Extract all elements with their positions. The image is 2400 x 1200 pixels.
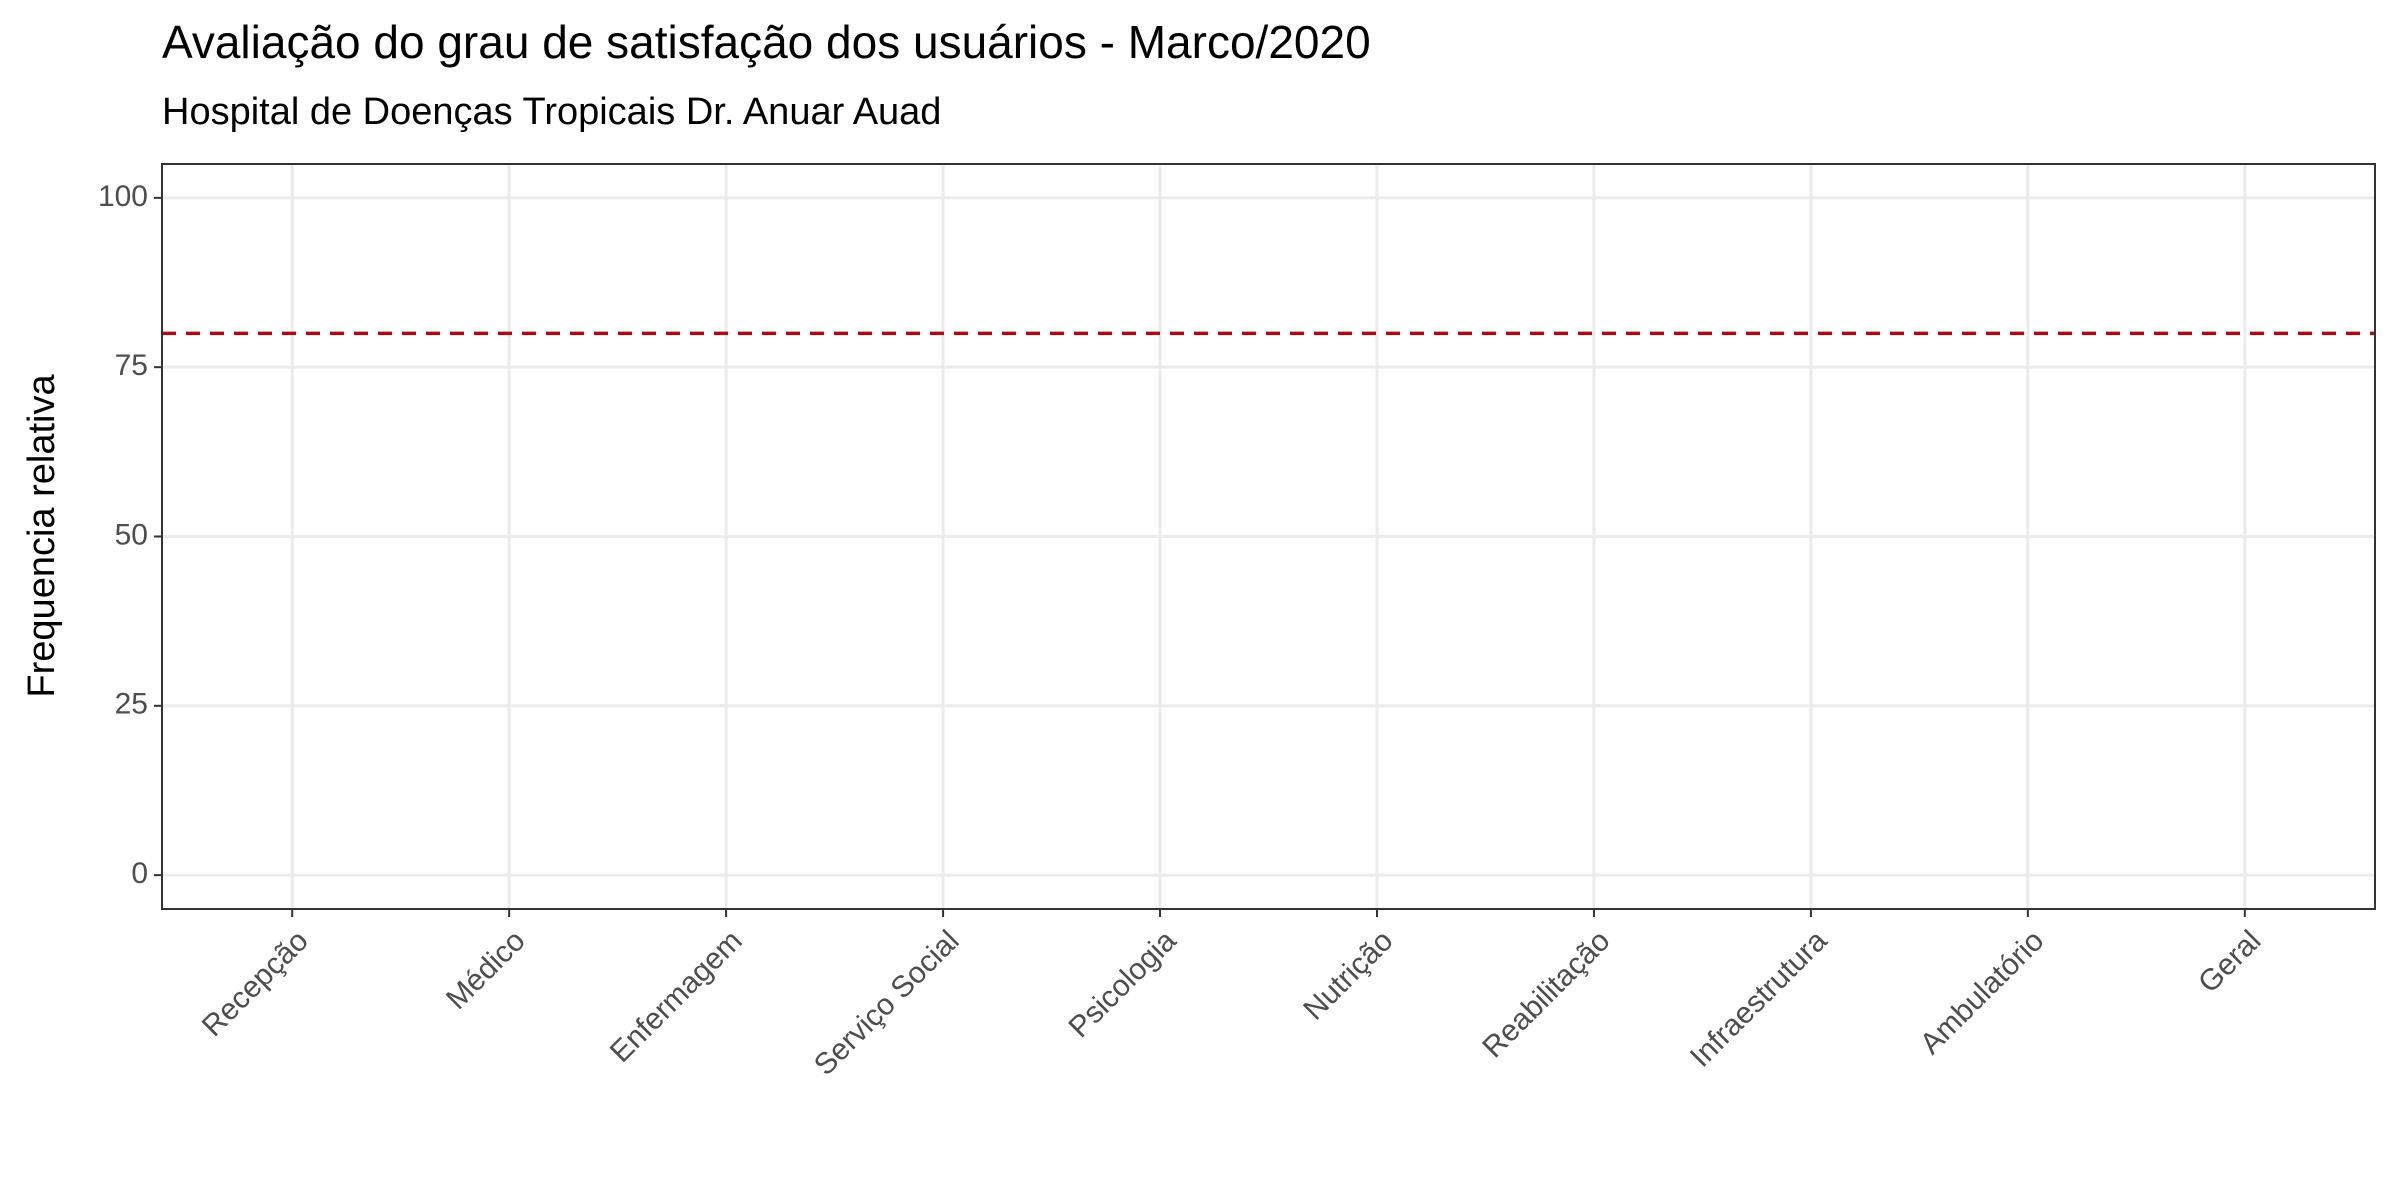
y-axis-title: Frequencia relativa xyxy=(21,374,63,698)
y-tick-label: 0 xyxy=(131,857,148,890)
chart-title: Avaliação do grau de satisfação dos usuá… xyxy=(162,16,1371,68)
panel-border xyxy=(161,163,2376,910)
y-tick-label: 100 xyxy=(98,180,148,213)
y-tick-label: 25 xyxy=(115,688,148,721)
y-tick-label: 75 xyxy=(115,349,148,382)
chart-subtitle: Hospital de Doenças Tropicais Dr. Anuar … xyxy=(162,91,941,133)
y-tick-label: 50 xyxy=(115,518,148,551)
